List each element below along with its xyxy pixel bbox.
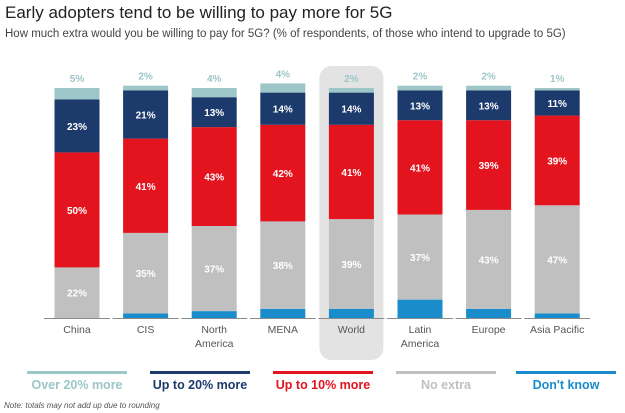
bar-segment-up-to-20-more bbox=[534, 90, 580, 116]
data-label: 13% bbox=[479, 101, 499, 112]
legend-label: Up to 10% more bbox=[276, 378, 371, 392]
data-label: 47% bbox=[547, 255, 567, 266]
bar-segment-over-20-more bbox=[191, 88, 237, 98]
bar-segment-don-t-know bbox=[534, 313, 580, 318]
bar-segment-no-extra bbox=[260, 221, 306, 309]
legend-label: Don't know bbox=[533, 378, 600, 392]
bar-segment-up-to-20-more bbox=[260, 92, 306, 125]
data-label: 13% bbox=[410, 101, 430, 112]
chart-note: Note: totals may not add up due to round… bbox=[4, 401, 160, 410]
data-label: 39% bbox=[547, 156, 567, 167]
legend-label: Over 20% more bbox=[31, 378, 122, 392]
data-label: 2% bbox=[138, 72, 153, 83]
bar-segment-don-t-know bbox=[123, 313, 169, 318]
bar-segment-up-to-20-more bbox=[328, 92, 374, 125]
bar-segment-up-to-20-more bbox=[466, 90, 512, 121]
data-label: 37% bbox=[204, 265, 224, 276]
legend-swatch bbox=[516, 371, 616, 374]
bar-segment-over-20-more bbox=[397, 85, 443, 91]
bar-segment-no-extra bbox=[54, 267, 100, 318]
data-label: 2% bbox=[413, 72, 428, 83]
data-label: 35% bbox=[136, 269, 156, 280]
bar-segment-no-extra bbox=[191, 226, 237, 312]
data-label: 14% bbox=[341, 105, 361, 116]
bar-segment-don-t-know bbox=[191, 311, 237, 318]
bar-segment-no-extra bbox=[328, 219, 374, 309]
bar-segment-no-extra bbox=[397, 214, 443, 300]
bar-segment-up-to-20-more bbox=[54, 99, 100, 153]
data-label: 4% bbox=[276, 69, 291, 80]
bar-segment-over-20-more bbox=[260, 83, 306, 93]
legend-swatch bbox=[27, 371, 127, 374]
data-label: 41% bbox=[410, 163, 430, 174]
category-label: North bbox=[201, 324, 227, 336]
data-label: 41% bbox=[136, 182, 156, 193]
bar-segment-up-to-10-more bbox=[397, 120, 443, 215]
bar-segment-no-extra bbox=[466, 209, 512, 309]
data-label: 22% bbox=[67, 289, 87, 300]
bar-segment-no-extra bbox=[534, 205, 580, 314]
category-label: World bbox=[338, 324, 365, 336]
category-label: Latin bbox=[409, 324, 432, 336]
bar-segment-over-20-more bbox=[328, 88, 374, 93]
data-label: 38% bbox=[273, 261, 293, 272]
legend-label: Up to 20% more bbox=[153, 378, 248, 392]
bar-segment-up-to-20-more bbox=[191, 97, 237, 128]
bar-segment-no-extra bbox=[123, 232, 169, 314]
data-label: 43% bbox=[204, 173, 224, 184]
data-label: 1% bbox=[550, 74, 565, 85]
category-label: CIS bbox=[137, 324, 155, 336]
bar-segment-over-20-more bbox=[123, 85, 169, 91]
data-label: 4% bbox=[207, 74, 222, 85]
bar-segment-up-to-10-more bbox=[191, 127, 237, 226]
bar-segment-up-to-10-more bbox=[466, 120, 512, 210]
category-label: America bbox=[195, 338, 234, 350]
data-label: 39% bbox=[479, 161, 499, 172]
legend-swatch bbox=[150, 371, 250, 374]
category-label: China bbox=[63, 324, 91, 336]
category-label: Europe bbox=[472, 324, 506, 336]
bar-segment-up-to-10-more bbox=[123, 138, 169, 233]
legend-swatch bbox=[396, 371, 496, 374]
data-label: 2% bbox=[481, 72, 496, 83]
bar-segment-up-to-20-more bbox=[123, 90, 169, 139]
data-label: 21% bbox=[136, 110, 156, 121]
category-label: America bbox=[401, 338, 440, 350]
bar-segment-don-t-know bbox=[397, 299, 443, 318]
bar-segment-over-20-more bbox=[466, 85, 512, 91]
bar-segment-don-t-know bbox=[260, 308, 306, 318]
data-label: 23% bbox=[67, 122, 87, 133]
bar-segment-up-to-10-more bbox=[54, 152, 100, 268]
data-label: 5% bbox=[70, 74, 85, 85]
bar-segment-up-to-20-more bbox=[397, 90, 443, 121]
bar-segment-over-20-more bbox=[54, 88, 100, 100]
data-label: 14% bbox=[273, 105, 293, 116]
bar-segment-don-t-know bbox=[328, 308, 374, 318]
legend-label: No extra bbox=[421, 378, 472, 392]
category-label: MENA bbox=[268, 324, 298, 336]
category-label: Asia Pacific bbox=[530, 324, 584, 336]
bar-segment-don-t-know bbox=[466, 308, 512, 318]
data-label: 2% bbox=[344, 74, 359, 85]
bar-segment-up-to-10-more bbox=[328, 124, 374, 220]
chart-title: Early adopters tend to be willing to pay… bbox=[5, 3, 393, 22]
legend-swatch bbox=[273, 371, 373, 374]
data-label: 37% bbox=[410, 253, 430, 264]
data-label: 42% bbox=[273, 169, 293, 180]
data-label: 11% bbox=[547, 99, 567, 110]
data-label: 13% bbox=[204, 108, 224, 119]
bar-segment-up-to-10-more bbox=[534, 115, 580, 206]
bar-segment-over-20-more bbox=[534, 88, 580, 91]
chart-subtitle: How much extra would you be willing to p… bbox=[5, 28, 566, 40]
data-label: 39% bbox=[341, 260, 361, 271]
bar-segment-up-to-10-more bbox=[260, 124, 306, 222]
data-label: 41% bbox=[341, 168, 361, 179]
data-label: 50% bbox=[67, 206, 87, 217]
data-label: 43% bbox=[479, 255, 499, 266]
